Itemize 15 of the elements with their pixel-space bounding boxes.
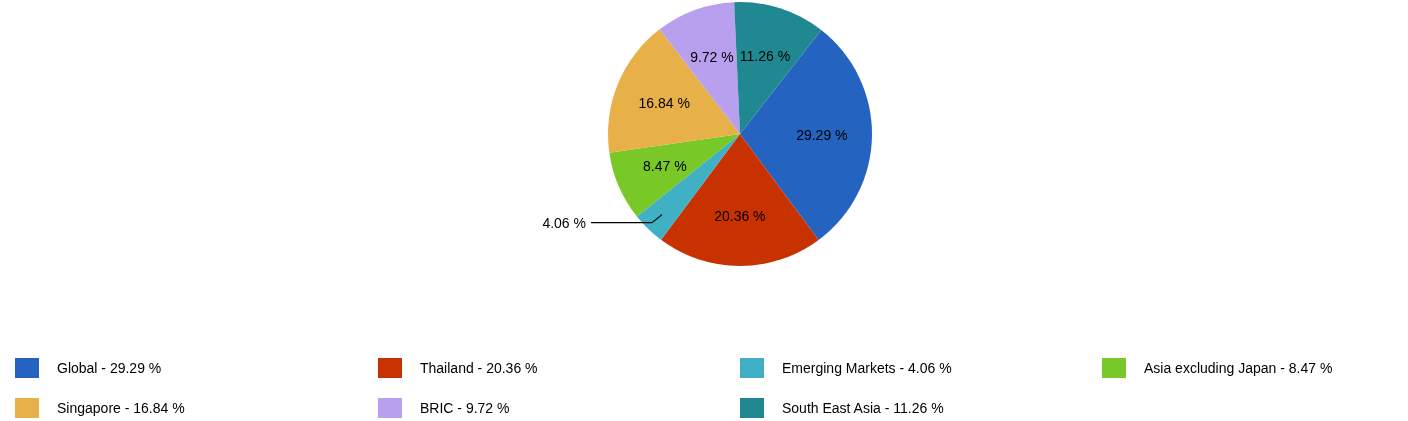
- legend-label: Singapore - 16.84 %: [57, 399, 185, 416]
- legend-label: Global - 29.29 %: [57, 359, 162, 376]
- legend-label: Thailand - 20.36 %: [420, 359, 538, 376]
- data-label: 16.84 %: [638, 95, 690, 112]
- data-label: 8.47 %: [643, 158, 687, 175]
- legend-label: Asia excluding Japan - 8.47 %: [1144, 359, 1333, 376]
- data-label: 4.06 %: [542, 214, 586, 231]
- legend-label: South East Asia - 11.26 %: [782, 399, 944, 416]
- data-label: 9.72 %: [690, 49, 734, 66]
- pie-slice: [608, 29, 740, 153]
- data-label: 11.26 %: [739, 47, 791, 64]
- legend-label: Emerging Markets - 4.06 %: [782, 359, 952, 376]
- data-label: 20.36 %: [714, 207, 766, 224]
- data-label: 29.29 %: [796, 126, 848, 143]
- legend-label: BRIC - 9.72 %: [420, 399, 510, 416]
